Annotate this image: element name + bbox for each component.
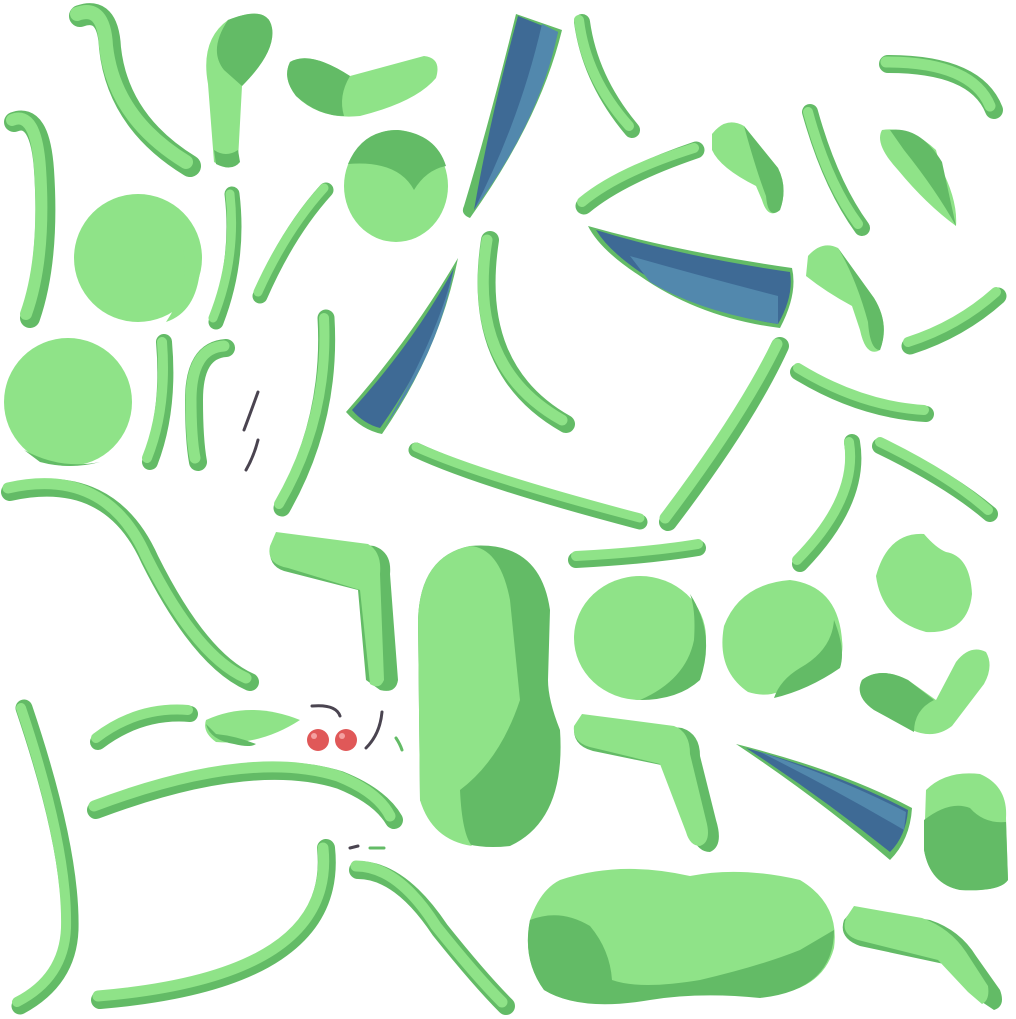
stem-sprite [568,539,706,568]
stem-sprite [879,55,1003,119]
blue-blade-sprite [346,258,458,434]
stroke-mark [348,844,360,850]
leaf-sprite [205,710,300,746]
stem-sprite [901,287,1007,355]
l-tube-sprite [573,714,719,852]
stem-sprite [69,3,201,177]
stem-sprite [408,442,648,530]
stroke-mark [394,736,404,752]
berry-sprite [307,729,329,751]
stem-sprite [91,839,336,1009]
blob-sprite [876,533,972,633]
elbow-sprite [842,906,1002,1010]
stem-sprite [1,478,259,691]
blob-sprite [344,130,448,242]
stroke-mark [364,710,384,750]
capsule-sprite [206,13,273,168]
berry-sprite [335,729,357,751]
stroke-mark-sprites [242,390,404,850]
blue-blade-sprite [736,744,912,860]
pill-sprite [418,545,561,848]
blue-blade-sprites [346,14,912,860]
stem-sprite [792,434,862,572]
blob-sprite [722,580,843,698]
stem-sprite [87,761,403,829]
leaf-blob-sprites [4,13,1008,1010]
stem-sprite [575,141,705,215]
stem-sprites [1,3,1007,1015]
elbow-sprite [806,245,884,352]
stem-sprite [349,860,515,1015]
stroke-mark [310,704,342,718]
stem-sprite [208,186,242,330]
stem-sprite [185,339,235,471]
blob-sprite [924,773,1008,891]
elbow-sprite [880,129,957,226]
l-tube-sprite [269,532,398,691]
blue-blade-sprite [588,226,794,328]
circle-sprite [4,338,132,466]
stem-sprite [252,182,334,304]
stem-sprite [790,363,934,422]
circle-sprite [74,194,202,322]
stem-sprite [802,104,870,236]
elbow-sprite [859,649,990,735]
peanut-sprite [527,868,835,1005]
stem-sprite [872,437,998,522]
stem-sprite [273,309,336,517]
stem-sprite [90,704,198,750]
stem-sprite [142,334,174,470]
stem-sprite [659,337,789,531]
stroke-mark [242,390,260,432]
elbow-sprite [712,122,784,214]
blue-blade-sprite [462,14,562,218]
circle-sprite [574,576,707,700]
stem-sprite [574,14,640,138]
berry-sprites [307,729,357,751]
stem-sprite [11,699,79,1015]
stroke-mark [244,438,260,472]
bean-sprite [287,56,438,117]
stem-sprite [477,231,575,433]
stem-sprite [4,110,56,328]
